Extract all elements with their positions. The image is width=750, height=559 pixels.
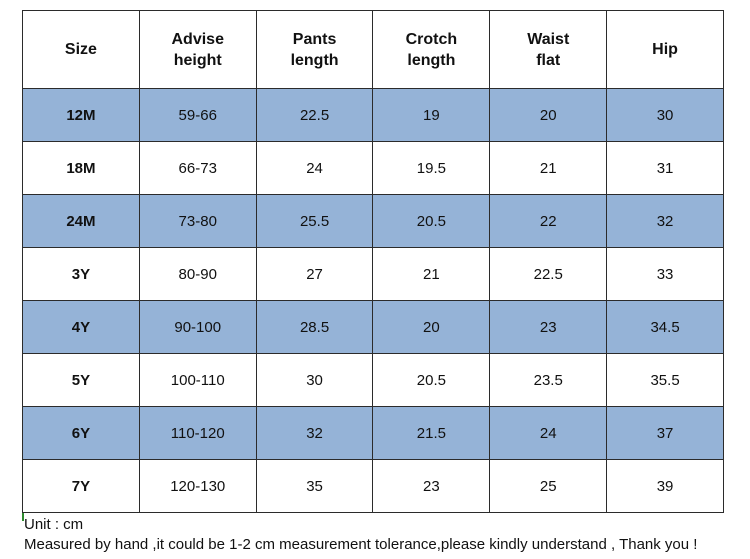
size-cell: 3Y [22, 247, 140, 301]
table-row: 24M 73-80 25.5 20.5 22 32 [22, 194, 724, 248]
crotch-length-cell: 20.5 [372, 353, 491, 407]
crotch-length-cell: 19 [372, 88, 491, 142]
waist-flat-cell: 23 [489, 300, 608, 354]
height-cell: 110-120 [138, 406, 257, 460]
waist-flat-cell: 22.5 [489, 247, 608, 301]
table-row: 3Y 80-90 27 21 22.5 33 [22, 247, 724, 301]
hip-cell: 33 [606, 247, 724, 301]
header-waist-flat-line-1: Waist [527, 30, 570, 48]
waist-flat-cell: 20 [489, 88, 608, 142]
height-cell: 80-90 [138, 247, 257, 301]
height-cell: 73-80 [138, 194, 257, 248]
header-advise-height-line-2: height [173, 51, 222, 69]
table-row: 5Y 100-110 30 20.5 23.5 35.5 [22, 353, 724, 407]
size-cell: 7Y [22, 459, 140, 513]
crotch-length-cell: 21 [372, 247, 491, 301]
waist-flat-cell: 22 [489, 194, 608, 248]
header-crotch-length-line-2: length [407, 51, 456, 69]
hip-cell: 30 [606, 88, 724, 142]
corner-mark [22, 513, 24, 521]
pants-length-cell: 25.5 [255, 194, 374, 248]
size-cell: 24M [22, 194, 140, 248]
table-row: 4Y 90-100 28.5 20 23 34.5 [22, 300, 724, 354]
crotch-length-cell: 20 [372, 300, 491, 354]
waist-flat-cell: 24 [489, 406, 608, 460]
size-chart-table: Size Advise height Pants length Crotch l… [22, 10, 724, 513]
crotch-length-cell: 23 [372, 459, 491, 513]
size-cell: 5Y [22, 353, 140, 407]
size-cell: 12M [22, 88, 140, 142]
header-pants-length-line-2: length [290, 51, 339, 69]
header-hip-line: Hip [652, 41, 678, 58]
header-crotch-length-line-1: Crotch [405, 30, 458, 48]
pants-length-cell: 22.5 [255, 88, 374, 142]
header-advise-height: Advise height [138, 10, 257, 89]
crotch-length-cell: 19.5 [372, 141, 491, 195]
header-hip: Hip [606, 10, 724, 89]
header-waist-flat: Waist flat [489, 10, 608, 89]
hip-cell: 37 [606, 406, 724, 460]
waist-flat-cell: 25 [489, 459, 608, 513]
height-cell: 120-130 [138, 459, 257, 513]
pants-length-cell: 24 [255, 141, 374, 195]
table-header-row: Size Advise height Pants length Crotch l… [22, 10, 724, 89]
size-cell: 6Y [22, 406, 140, 460]
waist-flat-cell: 23.5 [489, 353, 608, 407]
header-pants-length: Pants length [255, 10, 374, 89]
waist-flat-cell: 21 [489, 141, 608, 195]
size-cell: 4Y [22, 300, 140, 354]
header-pants-length-line-1: Pants [292, 30, 337, 48]
height-cell: 59-66 [138, 88, 257, 142]
hip-cell: 39 [606, 459, 724, 513]
hip-cell: 35.5 [606, 353, 724, 407]
hip-cell: 31 [606, 141, 724, 195]
table-row: 18M 66-73 24 19.5 21 31 [22, 141, 724, 195]
header-size-line: Size [64, 41, 97, 58]
height-cell: 66-73 [138, 141, 257, 195]
pants-length-cell: 35 [255, 459, 374, 513]
crotch-length-cell: 20.5 [372, 194, 491, 248]
hip-cell: 32 [606, 194, 724, 248]
table-row: 7Y 120-130 35 23 25 39 [22, 459, 724, 513]
pants-length-cell: 27 [255, 247, 374, 301]
measurement-disclaimer: Measured by hand ,it could be 1-2 cm mea… [24, 536, 698, 553]
table-row: 12M 59-66 22.5 19 20 30 [22, 88, 724, 142]
hip-cell: 34.5 [606, 300, 724, 354]
header-size: Size [22, 10, 140, 89]
crotch-length-cell: 21.5 [372, 406, 491, 460]
header-advise-height-line-1: Advise [171, 30, 224, 48]
height-cell: 100-110 [138, 353, 257, 407]
header-crotch-length: Crotch length [372, 10, 491, 89]
unit-note: Unit : cm [24, 516, 84, 533]
pants-length-cell: 32 [255, 406, 374, 460]
header-waist-flat-line-2: flat [536, 51, 561, 69]
pants-length-cell: 28.5 [255, 300, 374, 354]
pants-length-cell: 30 [255, 353, 374, 407]
height-cell: 90-100 [138, 300, 257, 354]
table-row: 6Y 110-120 32 21.5 24 37 [22, 406, 724, 460]
size-cell: 18M [22, 141, 140, 195]
